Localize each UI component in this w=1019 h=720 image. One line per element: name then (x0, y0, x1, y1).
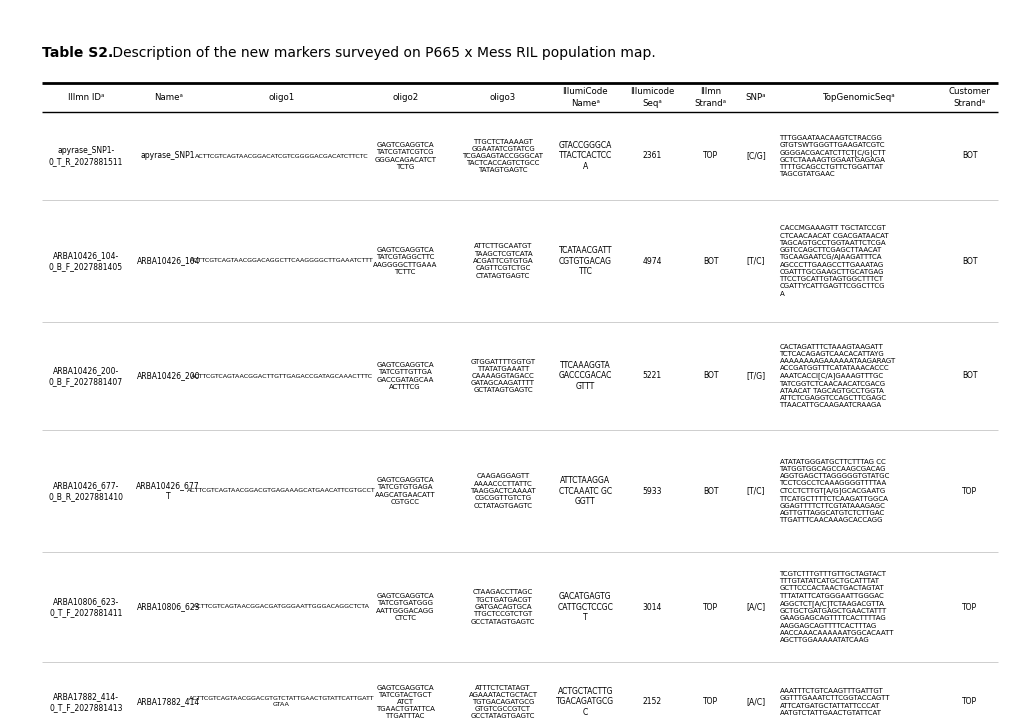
Text: CAAGAGGAGTT
AAAACCCTTATTC
TAAGGACTCAAAAT
CGCGGTTGTCTG
CCTATAGTGAGTC: CAAGAGGAGTT AAAACCCTTATTC TAAGGACTCAAAAT… (470, 474, 535, 508)
Text: 4974: 4974 (642, 256, 661, 266)
Text: GAGTCGAGGTCA
TATCGTATCGTCG
GGGACAGACATCT
TCTG: GAGTCGAGGTCA TATCGTATCGTCG GGGACAGACATCT… (374, 142, 436, 170)
Text: TOP: TOP (702, 151, 717, 161)
Text: TOP: TOP (702, 698, 717, 706)
Text: AAATTTCTGTCAAGTTTGATTGT
GGTTTGAAATCTTCGGTACCAGTT
ATTCATGATGCTATTATTCCCAT
AATGTCT: AAATTTCTGTCAAGTTTGATTGT GGTTTGAAATCTTCGG… (779, 688, 890, 716)
Text: ARBA10426_200: ARBA10426_200 (137, 372, 200, 380)
Text: TOP: TOP (961, 487, 976, 495)
Text: [T/C]: [T/C] (746, 487, 764, 495)
Text: 2152: 2152 (642, 698, 661, 706)
Text: BOT: BOT (702, 372, 717, 380)
Text: ARBA10426_104: ARBA10426_104 (137, 256, 200, 266)
Text: BOT: BOT (961, 256, 976, 266)
Text: Description of the new markers surveyed on P665 x Mess RIL population map.: Description of the new markers surveyed … (108, 46, 655, 60)
Text: ACTGCTACTTG
TGACAGATGCG
C: ACTGCTACTTG TGACAGATGCG C (555, 687, 613, 717)
Text: GAGTCGAGGTCA
TATCGTAGGCTTC
AAGGGGCTTGAAA
TCTTC: GAGTCGAGGTCA TATCGTAGGCTTC AAGGGGCTTGAAA… (373, 247, 437, 275)
Text: CACTAGATTTCTAAAGTAAGATT
TCTCACAGAGTCAACACATTAYG
AAAAAAAAGAAAAAATAAGARAGT
ACCGATG: CACTAGATTTCTAAAGTAAGATT TCTCACAGAGTCAACA… (779, 343, 895, 408)
Text: TOP: TOP (961, 698, 976, 706)
Text: CACCMGAAAGTT TGCTATCCGT
CTCAACAACAT CGACGATAACAT
TAGCAGTGCCTGGTAATTCTCGA
GGTCCAG: CACCMGAAAGTT TGCTATCCGT CTCAACAACAT CGAC… (779, 225, 888, 297)
Text: ACTTCGTCAGTAACGGACAGGCTTCAAGGGGCTTGAAATCTTT: ACTTCGTCAGTAACGGACAGGCTTCAAGGGGCTTGAAATC… (190, 258, 373, 264)
Text: ARBA10426_104-
0_B_F_2027881405: ARBA10426_104- 0_B_F_2027881405 (49, 251, 122, 271)
Text: apyrase_SNP1-
0_T_R_2027881511: apyrase_SNP1- 0_T_R_2027881511 (49, 146, 123, 166)
Text: oligo2: oligo2 (391, 93, 418, 102)
Text: SNPᵃ: SNPᵃ (745, 93, 765, 102)
Text: 2361: 2361 (642, 151, 661, 161)
Text: apyrase_SNP1: apyrase_SNP1 (141, 151, 196, 161)
Text: TopGenomicSeqᵃ: TopGenomicSeqᵃ (821, 93, 895, 102)
Text: Table S2.: Table S2. (42, 46, 113, 60)
Text: BOT: BOT (961, 372, 976, 380)
Text: TTTGGAATAACAAGTCTRACGG
GTGTSWTGGGTTGAAGATCGTC
GGGGACGACATCTTCT[C/G]CTT
GCTCTAAAA: TTTGGAATAACAAGTCTRACGG GTGTSWTGGGTTGAAGA… (779, 135, 886, 178)
Text: [A/C]: [A/C] (746, 698, 764, 706)
Text: BOT: BOT (961, 151, 976, 161)
Text: ATTCTTGCAATGT
TAAGCTCGTCATA
ACGATTCGTGTGA
CAGTTCGTCTGC
CTATAGTGAGTC: ATTCTTGCAATGT TAAGCTCGTCATA ACGATTCGTGTG… (472, 243, 533, 279)
Text: Illmn
Strandᵃ: Illmn Strandᵃ (694, 87, 726, 107)
Text: TCATAACGATT
CGTGTGACAG
TTC: TCATAACGATT CGTGTGACAG TTC (558, 246, 611, 276)
Text: ACTTCGTCAGTAACGGACGTGTCTATTGAACTGTATTCATTGATT
GTAA: ACTTCGTCAGTAACGGACGTGTCTATTGAACTGTATTCAT… (189, 696, 374, 708)
Text: [T/G]: [T/G] (746, 372, 764, 380)
Text: BOT: BOT (702, 487, 717, 495)
Text: GAGTCGAGGTCA
TATCGTGATGGG
AATTGGGACAGG
CTCTC: GAGTCGAGGTCA TATCGTGATGGG AATTGGGACAGG C… (376, 593, 434, 621)
Text: ACTTCGTCAGTAACGGACTTGTTGAGACCGATAGCAAACTTTC: ACTTCGTCAGTAACGGACTTGTTGAGACCGATAGCAAACT… (191, 374, 372, 379)
Text: ATATATGGGATGCTTCTTTAG CC
TATGGTGGCAGCCAAGCGACAG
AGGTGAGCTTAGGGGGTGTATGC
TCCTCGCC: ATATATGGGATGCTTCTTTAG CC TATGGTGGCAGCCAA… (779, 459, 889, 523)
Text: TTGCTCTAAAAGT
GGAATATCGTATCG
TCGAGAGTACCGGGCAT
TACTCACCAGTCTGCC
TATAGTGAGTC: TTGCTCTAAAAGT GGAATATCGTATCG TCGAGAGTACC… (462, 138, 543, 174)
Text: TOP: TOP (961, 603, 976, 611)
Text: 3014: 3014 (642, 603, 661, 611)
Text: [C/G]: [C/G] (745, 151, 765, 161)
Text: ACTTCGTCAGTAACGGACGATGGGAATTGGGACAGGCTCTA: ACTTCGTCAGTAACGGACGATGGGAATTGGGACAGGCTCT… (193, 605, 370, 610)
Text: ARBA10806_623: ARBA10806_623 (137, 603, 200, 611)
Text: CTAAGACCTTAGC
TGCTGATGACGT
GATGACAGTGCA
TTGCTCCGTCTGT
GCCTATAGTGAGTC: CTAAGACCTTAGC TGCTGATGACGT GATGACAGTGCA … (471, 590, 535, 624)
Text: 5933: 5933 (642, 487, 661, 495)
Text: TOP: TOP (702, 603, 717, 611)
Text: GTACCGGGCA
TTACTCACTCC
A: GTACCGGGCA TTACTCACTCC A (558, 140, 611, 171)
Text: ATTCTAAGGA
CTCAAATC GC
GGTT: ATTCTAAGGA CTCAAATC GC GGTT (558, 476, 611, 506)
Text: ACTTCGTCAGTAACGGACGTGAGAAAGCATGAACATTCGTGCCT: ACTTCGTCAGTAACGGACGTGAGAAAGCATGAACATTCGT… (186, 488, 376, 493)
Text: BOT: BOT (702, 256, 717, 266)
Text: TTCAAAGGTA
GACCCGACAC
GTTT: TTCAAAGGTA GACCCGACAC GTTT (558, 361, 611, 391)
Text: GACATGAGTG
CATTGCTCCGC
T: GACATGAGTG CATTGCTCCGC T (557, 592, 612, 622)
Text: ARBA10426_677-
0_B_R_2027881410: ARBA10426_677- 0_B_R_2027881410 (48, 481, 123, 501)
Text: [T/C]: [T/C] (746, 256, 764, 266)
Text: ARBA17882_414: ARBA17882_414 (137, 698, 200, 706)
Text: ARBA10426_677
T: ARBA10426_677 T (137, 481, 200, 501)
Text: ARBA10426_200-
0_B_F_2027881407: ARBA10426_200- 0_B_F_2027881407 (49, 366, 122, 386)
Text: GAGTCGAGGTCA
TATCGTGTGAGA
AAGCATGAACATT
CGTGCC: GAGTCGAGGTCA TATCGTGTGAGA AAGCATGAACATT … (374, 477, 435, 505)
Text: 5221: 5221 (642, 372, 661, 380)
Text: Illumicode
Seqᵃ: Illumicode Seqᵃ (630, 87, 674, 107)
Text: ARBA17882_414-
0_T_F_2027881413: ARBA17882_414- 0_T_F_2027881413 (49, 692, 122, 712)
Text: IllumiCode
Nameᵃ: IllumiCode Nameᵃ (562, 87, 607, 107)
Text: GTGGATTTTGGTGT
TTATATGAAATT
CAAAAGGTAGACC
GATAGCAAGATTTT
GCTATAGTGAGTC: GTGGATTTTGGTGT TTATATGAAATT CAAAAGGTAGAC… (470, 359, 535, 394)
Text: oligo3: oligo3 (489, 93, 516, 102)
Text: TCGTCTTTGTTTGTTGCTAGTACT
TTTGTATATCATGCTGCATTTAT
GCTTCCCACTAACTGACTAGTAT
TTTATAT: TCGTCTTTGTTTGTTGCTAGTACT TTTGTATATCATGCT… (779, 571, 893, 643)
Text: Nameᵃ: Nameᵃ (154, 93, 182, 102)
Text: ACTTCGTCAGTAACGGACATCGTCGGGGACGACATCTTCTC: ACTTCGTCAGTAACGGACATCGTCGGGGACGACATCTTCT… (195, 153, 368, 158)
Text: oligo1: oligo1 (268, 93, 294, 102)
Text: Illmn IDᵃ: Illmn IDᵃ (67, 93, 104, 102)
Text: [A/C]: [A/C] (746, 603, 764, 611)
Text: ATTTCTCTATAGT
AGAAATACTGCTACT
TGTGACAGATGCG
GTGTCGCCGTCT
GCCTATAGTGAGTC: ATTTCTCTATAGT AGAAATACTGCTACT TGTGACAGAT… (468, 685, 537, 719)
Text: Customer
Strandᵃ: Customer Strandᵃ (948, 87, 989, 107)
Text: GAGTCGAGGTCA
TATCGTTGTTGA
GACCGATAGCAA
ACTTTCG: GAGTCGAGGTCA TATCGTTGTTGA GACCGATAGCAA A… (376, 362, 433, 390)
Text: ARBA10806_623-
0_T_F_2027881411: ARBA10806_623- 0_T_F_2027881411 (49, 597, 122, 617)
Text: GAGTCGAGGTCA
TATCGTACTGCT
ATCT
TGAACTGTATTCA
TTGATTTAC: GAGTCGAGGTCA TATCGTACTGCT ATCT TGAACTGTA… (375, 685, 434, 719)
